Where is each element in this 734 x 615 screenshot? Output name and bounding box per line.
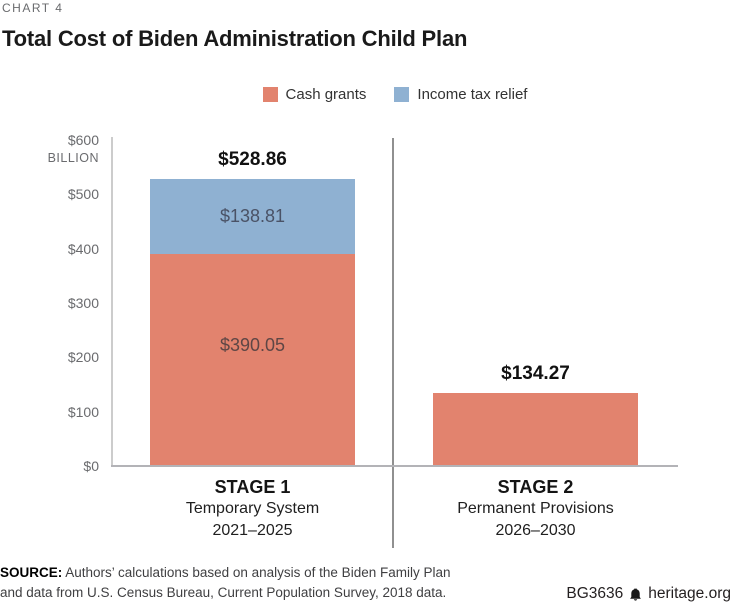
bar-stage2-cash-grants bbox=[433, 393, 638, 466]
y-axis-line bbox=[111, 137, 113, 466]
footer: BG3636 heritage.org bbox=[566, 585, 731, 603]
source-line-2: and data from U.S. Census Bureau, Curren… bbox=[0, 585, 447, 600]
stage1-name: STAGE 1 bbox=[214, 477, 291, 497]
legend: Cash grants Income tax relief bbox=[112, 85, 678, 103]
y-tick-label: $400 bbox=[67, 240, 99, 257]
stage1-category-label: STAGE 1 Temporary System 2021–2025 bbox=[110, 476, 395, 542]
stage2-name: STAGE 2 bbox=[497, 477, 574, 497]
legend-item-cash-grants: Cash grants bbox=[262, 85, 367, 103]
legend-label-cash-grants: Cash grants bbox=[285, 85, 367, 103]
y-axis-unit-label: BILLION bbox=[47, 151, 99, 165]
y-tick-label: $500 bbox=[67, 186, 99, 203]
stage2-subtitle: Permanent Provisions bbox=[457, 500, 614, 517]
stage1-years: 2021–2025 bbox=[212, 522, 293, 539]
y-tick-label: $100 bbox=[67, 403, 99, 420]
stage-divider-line bbox=[392, 138, 394, 548]
income-tax-relief-swatch bbox=[394, 86, 410, 102]
stage1-income-tax-relief-value: $138.81 bbox=[219, 206, 286, 227]
source-text-1: Authors’ calculations based on analysis … bbox=[62, 565, 451, 580]
stage2-category-label: STAGE 2 Permanent Provisions 2026–2030 bbox=[393, 476, 678, 542]
legend-label-income-tax-relief: Income tax relief bbox=[417, 85, 528, 103]
stage1-subtitle: Temporary System bbox=[185, 500, 320, 517]
stage1-total-label: $528.86 bbox=[218, 148, 287, 170]
stage2-years: 2026–2030 bbox=[495, 522, 576, 539]
cash-grants-swatch bbox=[262, 86, 278, 102]
y-tick-label: $300 bbox=[67, 295, 99, 311]
bar-stage1-cash-grants bbox=[150, 254, 355, 466]
site-label: heritage.org bbox=[648, 585, 731, 602]
y-tick-label: $200 bbox=[67, 349, 99, 366]
y-tick-label: $600 bbox=[67, 132, 99, 148]
y-axis-ticks: $600 BILLION $500 $400 $300 $200 $100 $0 bbox=[39, 0, 99, 480]
stage1-cash-grants-value: $390.05 bbox=[219, 335, 286, 356]
source-prefix: SOURCE: bbox=[0, 565, 63, 580]
document-id: BG3636 bbox=[566, 585, 624, 602]
heritage-bell-icon bbox=[630, 588, 642, 601]
source-line-1: SOURCE: Authors’ calculations based on a… bbox=[0, 563, 450, 583]
chart-kicker: CHART 4 bbox=[2, 1, 64, 15]
y-tick-label: $0 bbox=[83, 458, 99, 474]
source-note: SOURCE: Authors’ calculations based on a… bbox=[0, 563, 450, 603]
legend-item-income-tax-relief: Income tax relief bbox=[394, 86, 527, 103]
x-axis-line bbox=[111, 465, 678, 467]
chart-title: Total Cost of Biden Administration Child… bbox=[2, 26, 468, 51]
bar-stage1-income-tax-relief bbox=[150, 178, 355, 255]
stage2-total-label: $134.27 bbox=[501, 363, 570, 385]
